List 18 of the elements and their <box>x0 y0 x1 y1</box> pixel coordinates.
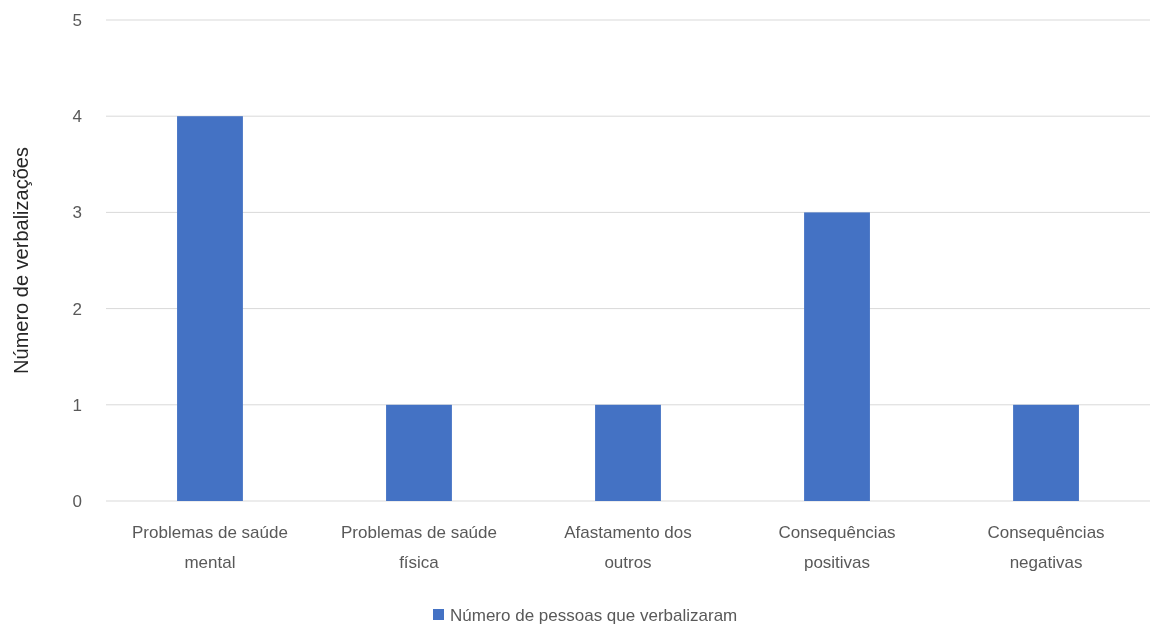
x-tick-label: Consequências negativas <box>987 523 1105 572</box>
x-tick-label: Afastamento dos outros <box>564 523 692 572</box>
bar <box>804 212 870 501</box>
bar <box>177 116 243 501</box>
legend-label: Número de pessoas que verbalizaram <box>450 605 738 625</box>
y-tick-label: 0 <box>72 491 82 511</box>
y-tick-label: 1 <box>72 395 82 415</box>
x-tick-label: Problemas de saúde mental <box>132 523 288 572</box>
bar <box>595 404 661 501</box>
y-tick-label: 2 <box>72 299 82 319</box>
y-tick-label: 5 <box>72 10 82 30</box>
x-tick-label: Consequências positivas <box>778 523 896 572</box>
y-tick-label: 4 <box>72 107 82 127</box>
y-tick-label: 3 <box>72 203 82 223</box>
y-axis-title: Número de verbalizações <box>10 147 32 374</box>
x-tick-label: Problemas de saúde física <box>341 523 497 572</box>
bar <box>386 404 452 501</box>
bar <box>1013 404 1079 501</box>
